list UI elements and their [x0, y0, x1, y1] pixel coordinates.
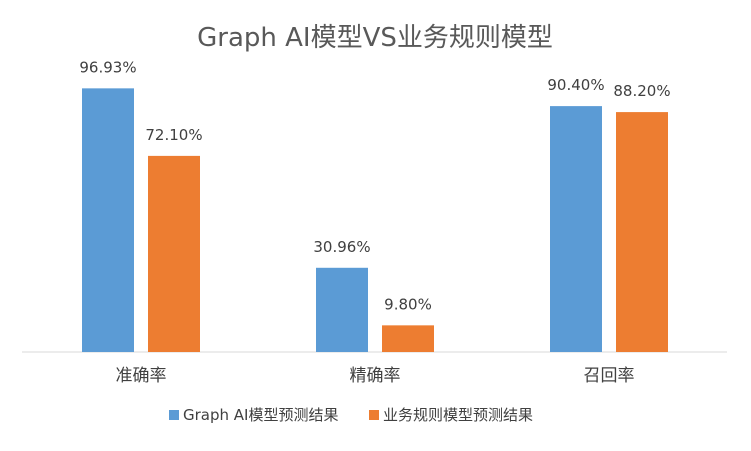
bar-graph-ai-2	[316, 267, 368, 352]
bar-business-rule-2	[382, 325, 434, 352]
legend-swatch	[169, 410, 179, 420]
legend: Graph AI模型预测结果 业务规则模型预测结果	[169, 406, 533, 424]
data-label: 9.80%	[384, 295, 432, 313]
data-labels-group: 96.93% 72.10% 30.96% 9.80% 90.40% 88.20%	[79, 58, 670, 313]
category-labels-group: 准确率 精确率 召回率	[116, 366, 635, 386]
legend-label: 业务规则模型预测结果	[383, 406, 533, 424]
bar-business-rule-3	[616, 112, 668, 352]
bar-graph-ai-1	[82, 88, 134, 352]
bars-group	[82, 88, 668, 352]
data-label: 88.20%	[613, 82, 670, 100]
chart-title: Graph AI模型VS业务规则模型	[197, 23, 553, 53]
legend-label: Graph AI模型预测结果	[183, 406, 338, 424]
data-label: 96.93%	[79, 58, 136, 76]
category-label: 精确率	[350, 366, 401, 386]
legend-swatch	[369, 410, 379, 420]
data-label: 90.40%	[547, 76, 604, 94]
data-label: 72.10%	[145, 126, 202, 144]
data-label: 30.96%	[313, 238, 370, 256]
category-label: 准确率	[116, 366, 167, 386]
bar-business-rule-1	[148, 155, 200, 352]
category-label: 召回率	[584, 366, 635, 386]
bar-graph-ai-3	[550, 106, 602, 352]
